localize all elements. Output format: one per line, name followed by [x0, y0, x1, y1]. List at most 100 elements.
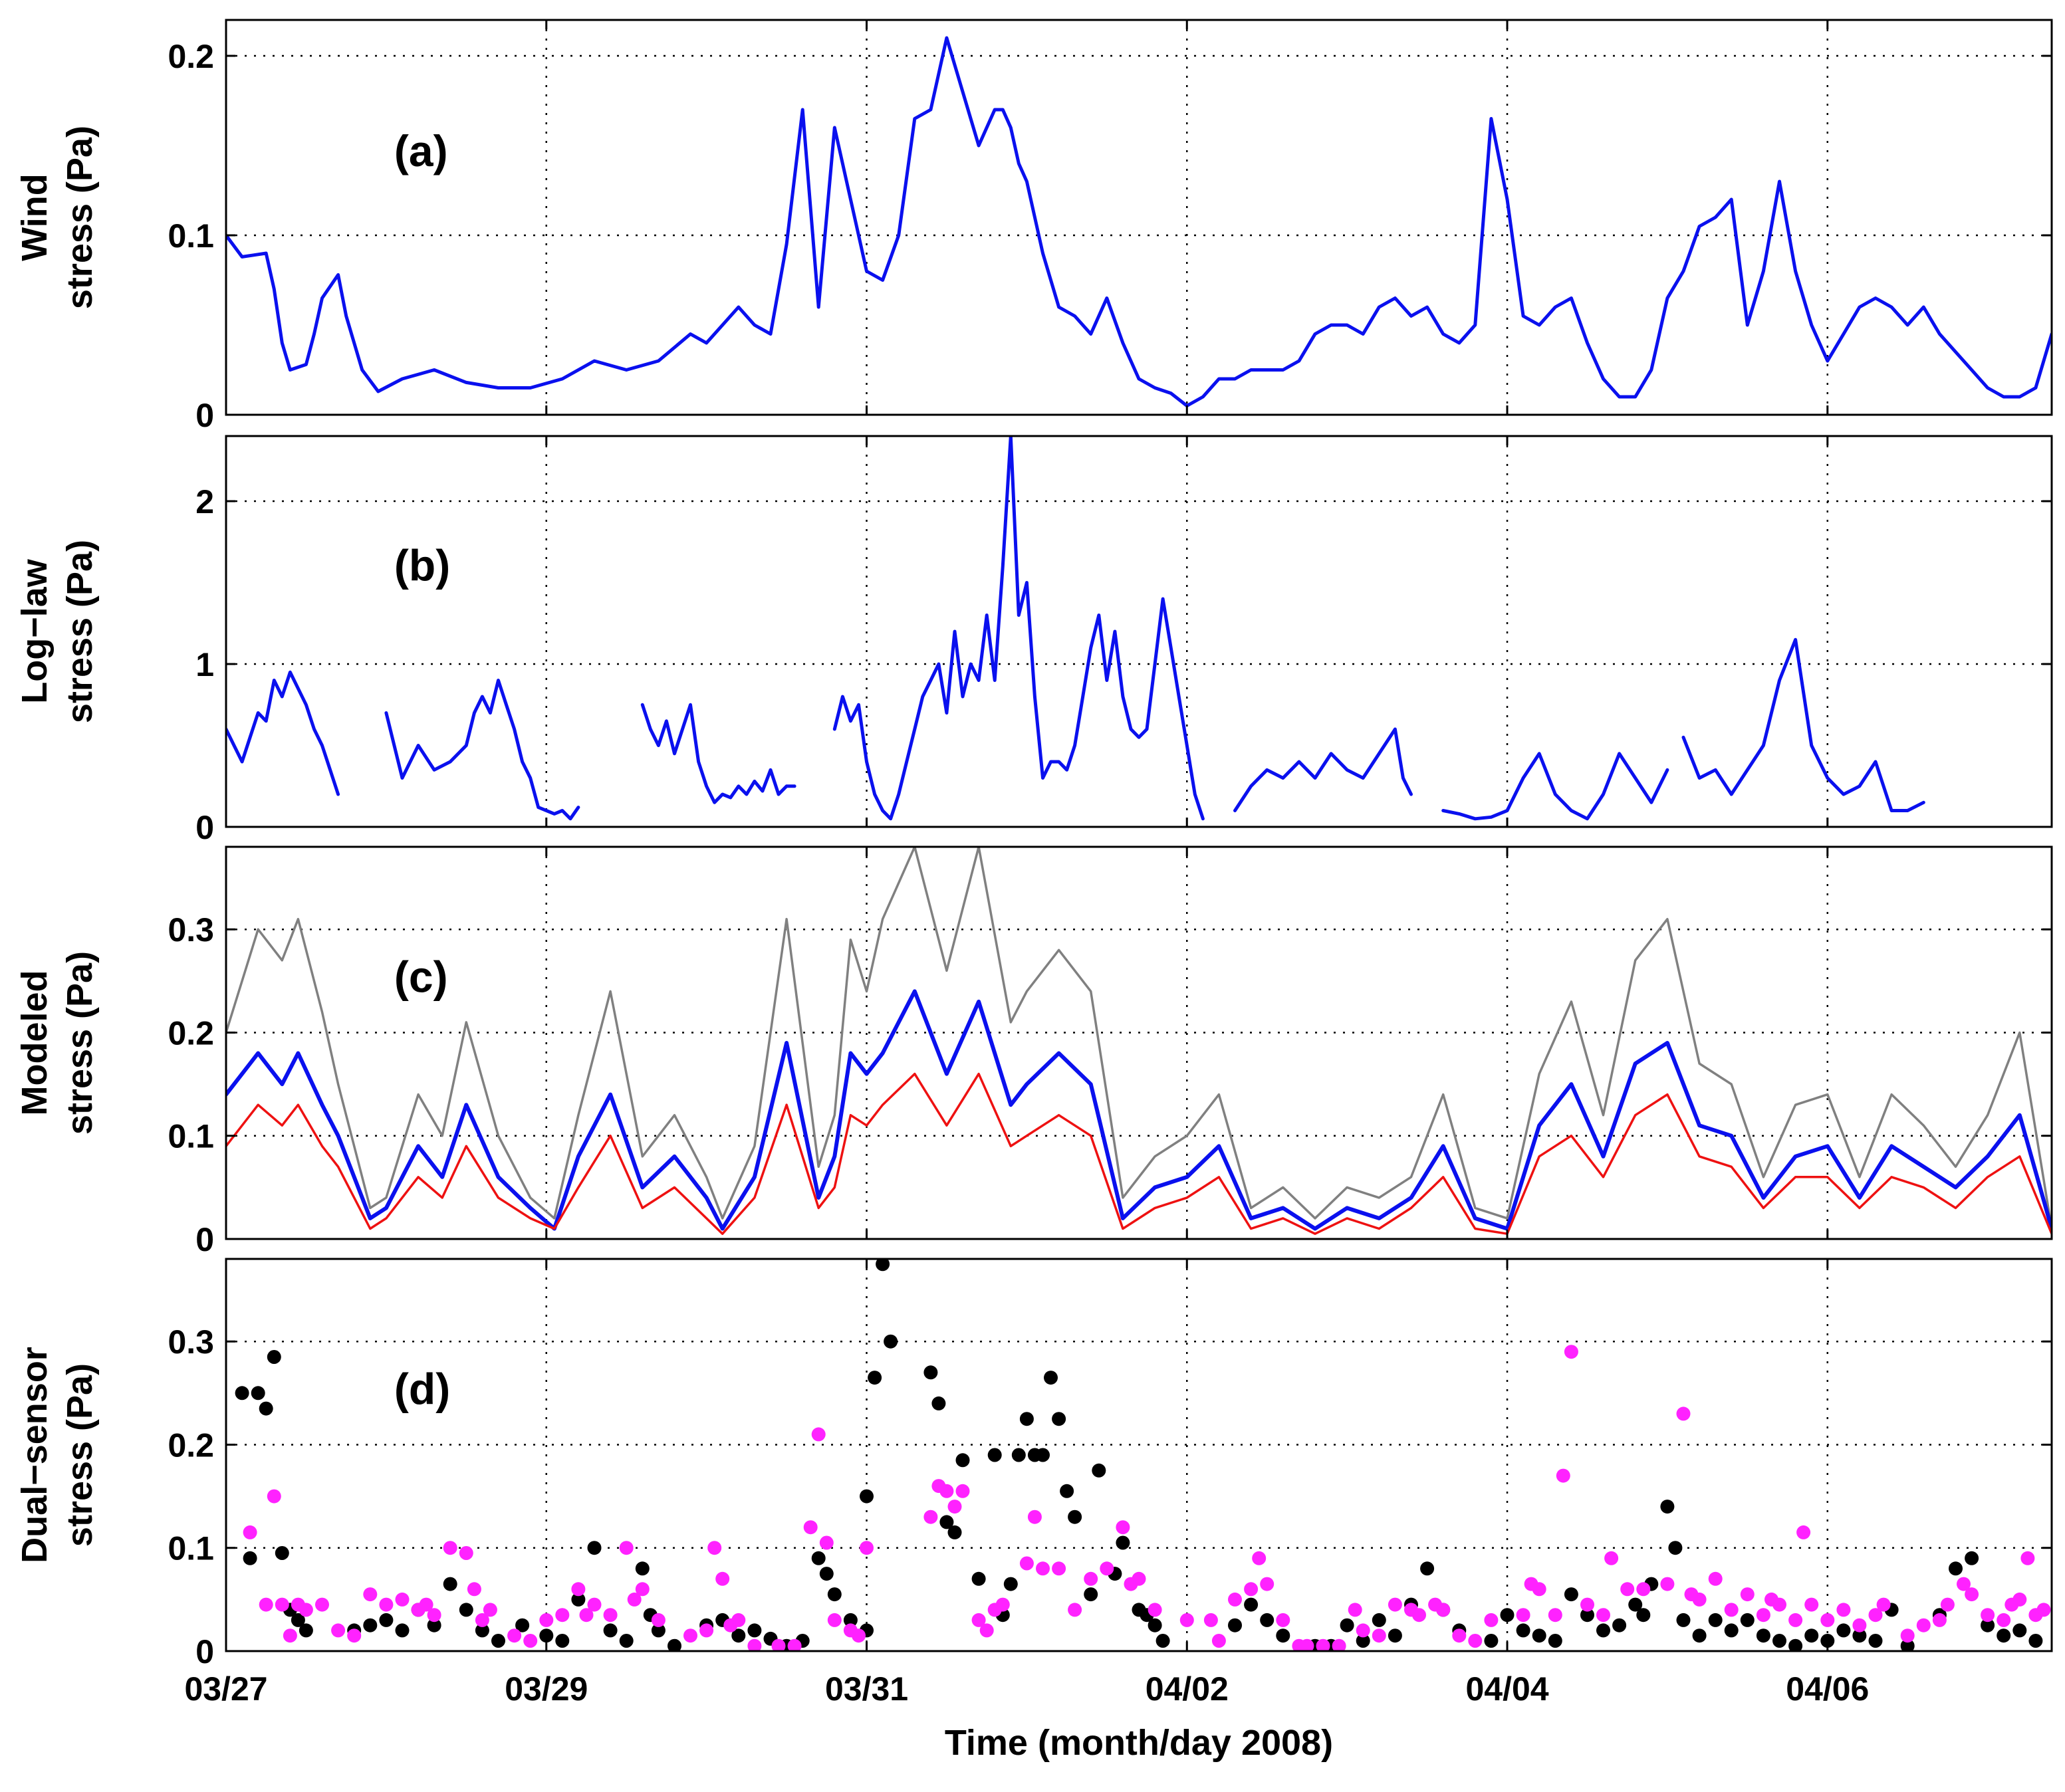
data-point-d-0-25: [619, 1634, 634, 1648]
data-point-d-1-125: [1957, 1577, 1971, 1591]
data-point-d-1-32: [651, 1613, 666, 1627]
frame-c: [225, 845, 2053, 1240]
data-point-d-1-4: [283, 1628, 297, 1643]
data-point-d-0-54: [1003, 1577, 1018, 1591]
data-point-d-1-24: [555, 1608, 570, 1623]
data-point-d-0-77: [1340, 1618, 1354, 1632]
series-line-b-2: [640, 703, 796, 804]
data-point-d-0-113: [1900, 1638, 1915, 1651]
data-point-d-0-12: [395, 1623, 410, 1638]
y-axis-label: stress (Pa): [60, 1363, 100, 1547]
data-point-d-1-42: [803, 1520, 818, 1535]
y-tick-label: 1: [195, 646, 214, 683]
data-point-d-1-34: [699, 1623, 714, 1638]
data-point-d-1-55: [979, 1623, 994, 1638]
data-point-d-0-24: [603, 1623, 618, 1638]
data-point-d-1-100: [1604, 1551, 1619, 1565]
y-axis-label: Log−law: [15, 558, 55, 704]
panel-c: 0 0.1 0.2 0.3 Modeled stress (Pa) (c): [15, 845, 2053, 1258]
data-point-d-0-0: [235, 1386, 249, 1400]
data-point-d-0-56: [1019, 1412, 1034, 1426]
data-point-d-1-73: [1244, 1582, 1259, 1597]
data-point-d-1-76: [1276, 1613, 1290, 1627]
data-point-d-0-71: [1228, 1618, 1242, 1632]
panel-label: (d): [394, 1364, 450, 1413]
data-point-d-0-45: [884, 1334, 898, 1349]
data-point-d-1-104: [1676, 1406, 1691, 1421]
data-point-d-1-0: [243, 1525, 257, 1539]
data-point-d-1-64: [1100, 1561, 1114, 1576]
data-point-d-0-69: [1148, 1618, 1162, 1632]
data-point-d-0-89: [1548, 1634, 1562, 1648]
panel-label: (b): [394, 541, 450, 590]
data-point-d-1-35: [707, 1541, 722, 1555]
data-point-d-1-44: [819, 1535, 834, 1550]
data-point-d-1-60: [1036, 1561, 1050, 1576]
data-point-d-1-120: [1876, 1597, 1891, 1612]
data-point-d-1-127: [1981, 1608, 1995, 1623]
data-point-d-1-40: [771, 1638, 786, 1651]
data-point-d-1-61: [1052, 1561, 1066, 1576]
data-point-d-0-11: [379, 1613, 394, 1627]
data-point-d-1-99: [1596, 1608, 1610, 1623]
data-point-d-0-106: [1788, 1638, 1803, 1651]
data-point-d-0-5: [275, 1546, 289, 1560]
data-point-d-0-108: [1820, 1634, 1835, 1648]
y-tick-label: 0.3: [168, 1323, 214, 1361]
data-point-d-0-105: [1772, 1634, 1786, 1648]
data-point-d-0-101: [1708, 1613, 1723, 1627]
data-point-d-1-10: [363, 1587, 378, 1602]
data-point-d-1-38: [731, 1613, 746, 1627]
data-point-d-0-7: [291, 1613, 305, 1627]
data-point-d-0-100: [1692, 1628, 1707, 1643]
data-point-d-1-8: [331, 1623, 346, 1638]
data-point-d-1-89: [1452, 1628, 1467, 1643]
data-point-d-0-91: [1580, 1608, 1594, 1623]
data-point-d-1-58: [1019, 1556, 1034, 1571]
x-tick-labels: 03/27 03/29 03/31 04/02 04/04 04/06: [184, 1670, 1869, 1708]
data-point-d-1-102: [1636, 1582, 1651, 1597]
data-point-d-0-104: [1756, 1628, 1770, 1643]
data-point-d-1-78: [1300, 1638, 1314, 1651]
data-point-d-1-48: [860, 1541, 874, 1555]
data-point-d-0-74: [1276, 1628, 1290, 1643]
data-point-d-1-16: [443, 1541, 457, 1555]
panel-label: (a): [394, 126, 448, 175]
data-point-d-1-11: [379, 1597, 394, 1612]
data-point-d-1-98: [1580, 1597, 1594, 1612]
data-point-d-0-66: [1116, 1535, 1130, 1550]
y-tick-label: 0.1: [168, 217, 214, 255]
data-point-d-1-22: [523, 1634, 538, 1648]
y-axis-label: Dual−sensor: [15, 1347, 55, 1563]
data-point-d-1-110: [1756, 1608, 1770, 1623]
data-point-d-1-130: [2012, 1592, 2027, 1607]
data-point-d-0-19: [515, 1618, 530, 1632]
data-point-d-1-3: [275, 1597, 289, 1612]
data-point-d-0-82: [1420, 1561, 1435, 1576]
data-point-d-0-97: [1660, 1500, 1675, 1514]
data-point-d-1-30: [627, 1592, 642, 1607]
data-point-d-1-18: [467, 1582, 481, 1597]
y-axis-label: stress (Pa): [60, 951, 100, 1135]
data-point-d-1-19: [475, 1613, 489, 1627]
data-point-d-0-4: [267, 1350, 281, 1364]
data-point-d-0-28: [651, 1623, 666, 1638]
data-point-d-0-107: [1804, 1628, 1819, 1643]
data-point-d-0-50: [955, 1453, 970, 1468]
data-point-d-0-61: [1060, 1484, 1074, 1498]
data-point-d-1-53: [955, 1484, 970, 1498]
x-tick-label: 03/27: [184, 1670, 267, 1708]
data-point-d-1-114: [1796, 1525, 1811, 1539]
data-point-d-1-81: [1348, 1603, 1362, 1617]
data-point-d-0-117: [1981, 1618, 1995, 1632]
data-point-d-1-91: [1484, 1613, 1499, 1627]
data-point-d-1-88: [1436, 1603, 1451, 1617]
data-point-d-1-41: [787, 1638, 802, 1651]
data-point-d-1-36: [715, 1571, 730, 1586]
data-point-d-0-64: [1092, 1463, 1106, 1478]
data-a: [226, 36, 2052, 407]
data-point-d-1-124: [1940, 1597, 1955, 1612]
data-point-d-0-99: [1676, 1613, 1691, 1627]
